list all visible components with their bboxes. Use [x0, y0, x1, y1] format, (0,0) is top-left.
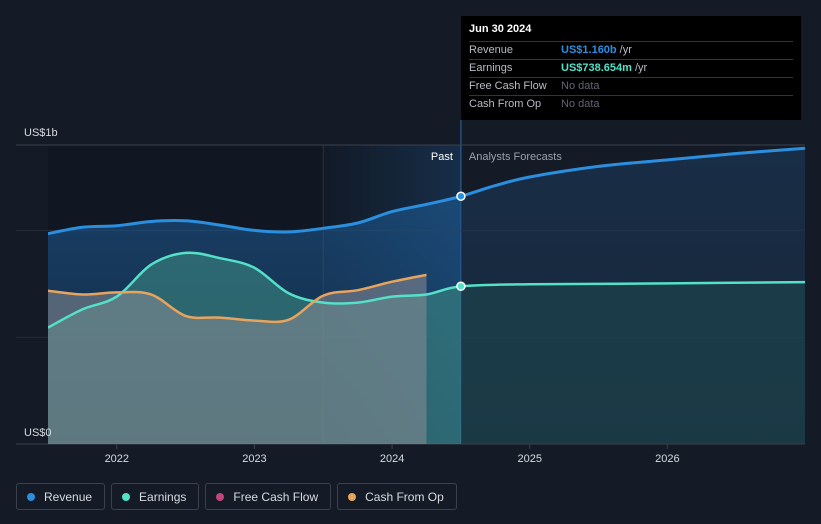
x-tick-label: 2025 [517, 453, 541, 465]
tooltip-row-value: US$1.160b [561, 44, 617, 56]
past-label: Past [431, 151, 453, 163]
tooltip-row-label: Cash From Op [469, 98, 542, 110]
legend: Revenue Earnings Free Cash Flow Cash Fro… [16, 483, 457, 510]
tooltip-row-label: Revenue [469, 44, 514, 56]
legend-item-revenue[interactable]: Revenue [16, 483, 106, 510]
legend-dot-icon [216, 492, 225, 501]
tooltip-row-revenue: Revenue US$1.160b /yr [469, 42, 793, 60]
legend-label: Free Cash Flow [233, 489, 319, 504]
y-axis-bottom-label: US$0 [24, 427, 52, 439]
legend-item-cash-from-op[interactable]: Cash From Op [337, 483, 457, 510]
tooltip: Jun 30 2024 Revenue US$1.160b /yr Earnin… [461, 16, 801, 120]
legend-dot-icon [122, 492, 131, 501]
highlight-markers [456, 191, 466, 291]
earnings-line [48, 251, 806, 329]
legend-item-free-cash-flow[interactable]: Free Cash Flow [205, 483, 332, 510]
tooltip-row-free-cash-flow: Free Cash Flow No data [469, 78, 793, 96]
tooltip-row-label: Earnings [469, 62, 513, 74]
tooltip-row-cash-from-op: Cash From Op No data [469, 96, 793, 113]
x-tick-label: 2022 [105, 453, 129, 465]
series-lines [48, 146, 806, 329]
legend-dot-icon [348, 492, 357, 501]
x-tick-label: 2023 [242, 453, 266, 465]
tooltip-row-unit: /yr [619, 44, 632, 56]
legend-item-earnings[interactable]: Earnings [111, 483, 200, 510]
tooltip-row-value: No data [561, 98, 600, 110]
tooltip-row-unit: /yr [634, 62, 648, 74]
legend-label: Revenue [44, 489, 93, 504]
series-areas [48, 148, 805, 444]
tooltip-row-value: No data [561, 80, 600, 92]
legend-label: Cash From Op [365, 489, 444, 504]
axis-labels: US$1b US$0 2022 2023 2024 2025 2026 Past Analyst… [24, 127, 680, 465]
x-tick-label: 2026 [655, 453, 679, 465]
highlight-point-revenue [456, 191, 466, 202]
forecast-label: Analysts Forecasts [469, 151, 562, 163]
x-tick-label: 2024 [380, 453, 404, 465]
cash-from-op-line [48, 273, 427, 324]
tooltip-row-label: Free Cash Flow [469, 80, 547, 92]
cash-from-op-area [48, 274, 427, 444]
legend-dot-icon [27, 492, 35, 501]
revenue-line [48, 146, 806, 236]
earnings-area-forecast [460, 282, 805, 444]
highlight-point-earnings [456, 281, 466, 291]
legend-label: Earnings [139, 489, 187, 504]
tooltip-row-value: US$738.654m [561, 62, 632, 74]
tooltip-date: Jun 30 2024 [469, 23, 793, 42]
tooltip-row-earnings: Earnings US$738.654m /yr [469, 60, 793, 78]
y-axis-top-label: US$1b [24, 127, 58, 139]
